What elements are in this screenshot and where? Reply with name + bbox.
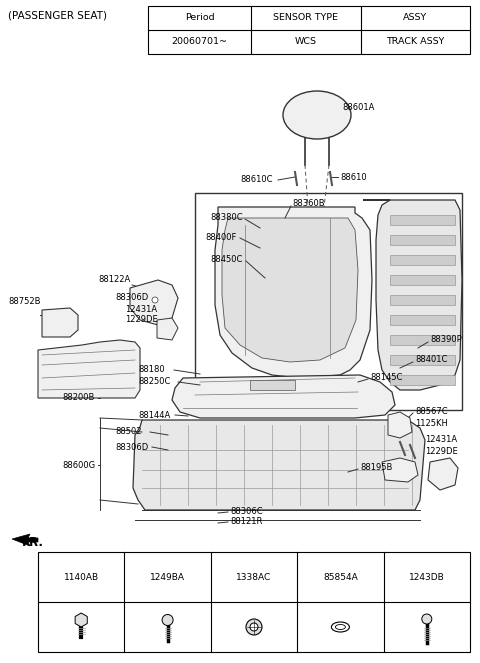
- Polygon shape: [382, 458, 418, 482]
- Text: 88450C: 88450C: [210, 255, 242, 265]
- Bar: [390, 255, 455, 265]
- Bar: [390, 275, 455, 285]
- Text: 88144A: 88144A: [138, 410, 170, 420]
- Text: 1140AB: 1140AB: [64, 572, 99, 581]
- Ellipse shape: [331, 622, 349, 632]
- Text: 1338AC: 1338AC: [236, 572, 272, 581]
- Text: FR.: FR.: [22, 536, 44, 548]
- Text: WCS: WCS: [295, 38, 317, 46]
- Circle shape: [246, 619, 262, 635]
- Circle shape: [422, 614, 432, 624]
- Ellipse shape: [336, 625, 346, 629]
- Text: 88600G: 88600G: [62, 461, 95, 469]
- Text: 88306C: 88306C: [230, 507, 263, 516]
- Text: (PASSENGER SEAT): (PASSENGER SEAT): [8, 10, 107, 20]
- Text: 88401C: 88401C: [415, 355, 447, 365]
- Bar: [195, 193, 462, 410]
- Polygon shape: [222, 218, 358, 362]
- Text: 88195B: 88195B: [360, 463, 392, 473]
- Polygon shape: [130, 280, 178, 325]
- Text: 85854A: 85854A: [323, 572, 358, 581]
- Text: 20060701~: 20060701~: [171, 38, 228, 46]
- Text: Period: Period: [185, 13, 215, 23]
- Polygon shape: [42, 308, 78, 337]
- Polygon shape: [428, 458, 458, 490]
- Polygon shape: [388, 412, 412, 438]
- Polygon shape: [38, 340, 140, 398]
- Text: 88200B: 88200B: [62, 394, 95, 402]
- Polygon shape: [133, 420, 425, 510]
- Bar: [390, 235, 455, 245]
- Text: 88250C: 88250C: [138, 377, 170, 387]
- Text: 88306D: 88306D: [115, 294, 148, 302]
- Text: 88145C: 88145C: [370, 373, 402, 383]
- Polygon shape: [172, 375, 395, 418]
- Bar: [390, 375, 455, 385]
- Bar: [148, 6, 470, 54]
- Circle shape: [152, 297, 158, 303]
- Bar: [390, 335, 455, 345]
- Text: 88360B: 88360B: [292, 200, 324, 208]
- Text: TRACK ASSY: TRACK ASSY: [386, 38, 444, 46]
- Bar: [390, 355, 455, 365]
- Text: 88122A: 88122A: [98, 276, 130, 284]
- Text: 88121R: 88121R: [230, 518, 263, 526]
- Bar: [390, 215, 455, 225]
- Polygon shape: [215, 207, 372, 378]
- Text: 88752B: 88752B: [8, 298, 40, 306]
- Bar: [38, 552, 470, 652]
- Circle shape: [250, 623, 258, 631]
- Text: 1229DE: 1229DE: [125, 316, 158, 324]
- Polygon shape: [157, 318, 178, 340]
- Text: 88610: 88610: [340, 172, 367, 182]
- Text: 88306D: 88306D: [115, 442, 148, 452]
- Text: 1249BA: 1249BA: [150, 572, 185, 581]
- Text: 12431A: 12431A: [425, 436, 457, 444]
- Polygon shape: [363, 200, 462, 390]
- Bar: [390, 315, 455, 325]
- Bar: [390, 295, 455, 305]
- Text: 88380C: 88380C: [210, 213, 242, 223]
- Text: 88610C: 88610C: [240, 176, 273, 184]
- Text: 88390P: 88390P: [430, 335, 462, 345]
- Circle shape: [162, 615, 173, 625]
- Text: 88400F: 88400F: [205, 233, 236, 243]
- Polygon shape: [12, 534, 38, 546]
- Text: SENSOR TYPE: SENSOR TYPE: [273, 13, 338, 23]
- Text: 12431A: 12431A: [125, 306, 157, 314]
- Text: 1125KH: 1125KH: [415, 418, 448, 428]
- Text: 88180: 88180: [138, 365, 165, 375]
- Text: ASSY: ASSY: [403, 13, 427, 23]
- Text: 88601A: 88601A: [342, 103, 374, 113]
- Text: 1243DB: 1243DB: [409, 572, 444, 581]
- Ellipse shape: [283, 91, 351, 139]
- Text: 88567C: 88567C: [415, 408, 448, 416]
- Text: 1229DE: 1229DE: [425, 448, 458, 457]
- Bar: [250, 380, 295, 390]
- Text: 88502: 88502: [115, 428, 142, 436]
